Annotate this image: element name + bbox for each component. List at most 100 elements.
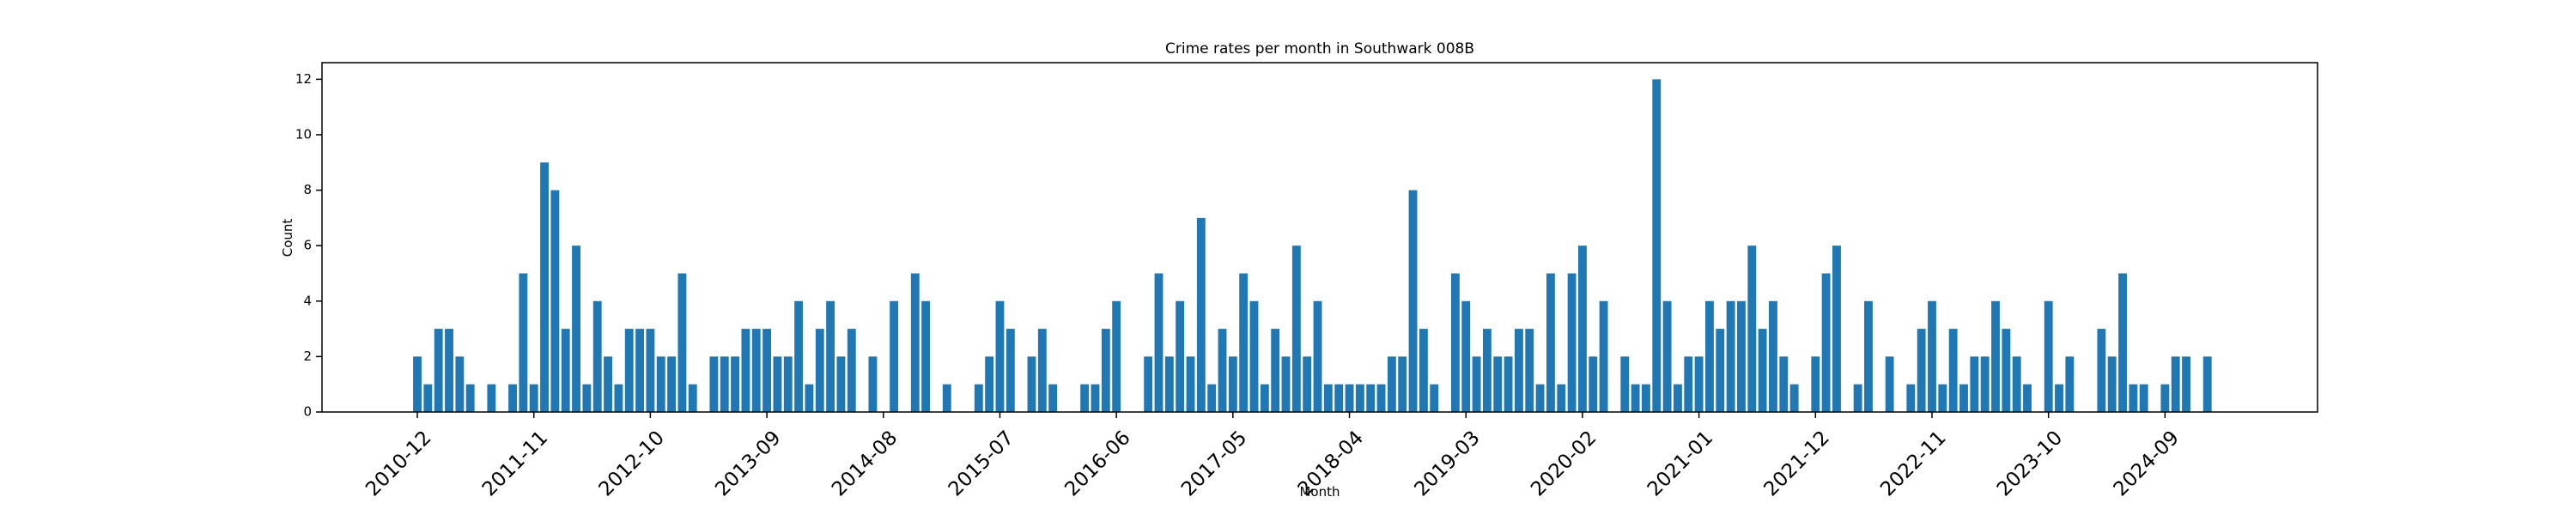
bar xyxy=(1387,356,1396,412)
bar xyxy=(1345,384,1354,412)
bar xyxy=(751,329,761,412)
bar xyxy=(1112,300,1121,412)
bar xyxy=(1885,356,1894,412)
bar xyxy=(1970,356,1979,412)
bar xyxy=(942,384,951,412)
bar xyxy=(1779,356,1789,412)
bar xyxy=(910,273,920,412)
bar xyxy=(1906,384,1916,412)
bar xyxy=(529,384,538,412)
bar xyxy=(1186,356,1195,412)
y-axis-label: Count xyxy=(280,219,295,258)
bar xyxy=(1980,356,1990,412)
bar xyxy=(2202,356,2212,412)
bar xyxy=(783,356,793,412)
bar xyxy=(434,329,443,412)
bar xyxy=(773,356,782,412)
bar xyxy=(762,329,772,412)
bar xyxy=(1769,300,1777,412)
bar xyxy=(2055,384,2063,412)
bar xyxy=(1948,329,1958,412)
bar xyxy=(1747,245,1757,412)
bar xyxy=(1419,329,1428,412)
bar xyxy=(519,273,528,412)
bar xyxy=(592,300,602,412)
bar xyxy=(1938,384,1947,412)
bar xyxy=(1525,329,1534,412)
bar xyxy=(1281,356,1291,412)
bar xyxy=(1207,384,1217,412)
bar xyxy=(1514,329,1523,412)
x-tick-label: 2020-02 xyxy=(1527,427,1601,500)
x-tick-label: 2022-11 xyxy=(1876,427,1950,500)
bar xyxy=(688,384,697,412)
bar xyxy=(1652,79,1662,412)
bar xyxy=(1080,384,1090,412)
bar xyxy=(1577,245,1587,412)
bar xyxy=(624,329,634,412)
bar xyxy=(815,329,824,412)
x-tick-label: 2016-06 xyxy=(1060,427,1134,500)
bar xyxy=(741,329,750,412)
bar xyxy=(847,329,856,412)
bar xyxy=(1430,384,1439,412)
bar xyxy=(1504,356,1513,412)
bar xyxy=(709,356,719,412)
bar xyxy=(1260,384,1269,412)
bar xyxy=(508,384,517,412)
bar xyxy=(540,162,549,413)
bar xyxy=(550,190,560,413)
bar xyxy=(1493,356,1503,412)
bar xyxy=(455,356,465,412)
bar xyxy=(1620,356,1630,412)
bar xyxy=(1694,356,1704,412)
x-tick-label: 2011-11 xyxy=(478,427,552,500)
bar xyxy=(1991,300,2000,412)
bar xyxy=(1832,245,1841,412)
bar xyxy=(635,329,644,412)
y-tick-label: 8 xyxy=(303,182,312,197)
bar xyxy=(2097,329,2106,412)
bar xyxy=(445,329,453,412)
bar xyxy=(2182,356,2190,412)
bar xyxy=(423,384,433,412)
bar xyxy=(1101,329,1110,412)
bar xyxy=(1567,273,1577,412)
y-tick-label: 12 xyxy=(295,71,312,87)
y-tick-label: 6 xyxy=(303,238,312,253)
bar xyxy=(2023,384,2032,412)
bar xyxy=(1398,356,1407,412)
bar xyxy=(1726,300,1735,412)
x-tick-label: 2013-09 xyxy=(711,427,785,500)
x-tick-label: 2010-12 xyxy=(361,427,435,500)
bar xyxy=(1821,273,1831,412)
bar xyxy=(2118,273,2127,412)
bar xyxy=(561,329,570,412)
bar xyxy=(794,300,804,412)
bar xyxy=(1408,190,1418,413)
bar xyxy=(2171,356,2180,412)
bar xyxy=(1303,356,1312,412)
bar xyxy=(1091,384,1100,412)
bar xyxy=(1037,329,1047,412)
bar xyxy=(1716,329,1725,412)
bar xyxy=(465,384,475,412)
bar xyxy=(2139,384,2148,412)
bar xyxy=(1196,217,1206,412)
bar xyxy=(1864,300,1873,412)
bar xyxy=(1176,300,1185,412)
y-tick-label: 4 xyxy=(303,293,312,308)
x-tick-label: 2021-01 xyxy=(1643,427,1717,500)
bar xyxy=(2129,384,2138,412)
bar xyxy=(1472,356,1481,412)
x-tick-label: 2014-08 xyxy=(828,427,902,500)
bar xyxy=(1164,356,1174,412)
bar xyxy=(2107,356,2117,412)
x-tick-label: 2017-05 xyxy=(1177,427,1251,500)
bar xyxy=(1546,273,1555,412)
bar xyxy=(2065,356,2075,412)
bar xyxy=(572,245,580,412)
bar xyxy=(1557,384,1566,412)
